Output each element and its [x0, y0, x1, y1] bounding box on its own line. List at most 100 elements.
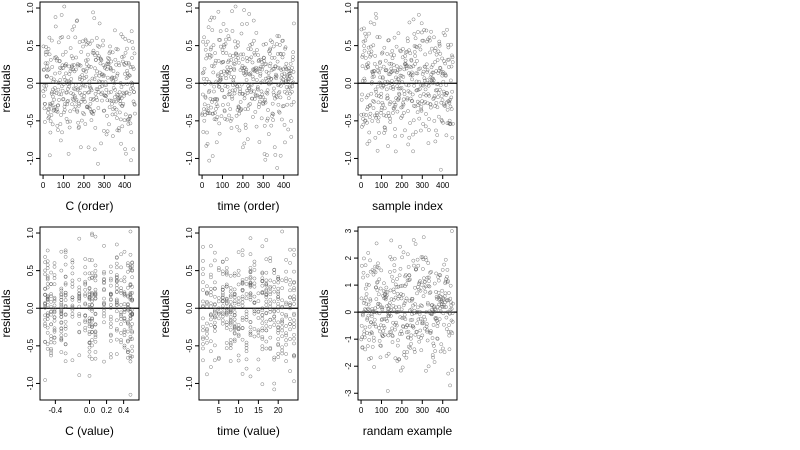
scatter-point: [284, 300, 288, 305]
scatter-point: [288, 306, 292, 311]
scatter-point: [441, 302, 446, 307]
scatter-point: [224, 306, 229, 311]
scatter-point: [415, 71, 420, 76]
scatter-point: [90, 231, 94, 236]
scatter-point: [87, 324, 92, 329]
scatter-point: [448, 97, 453, 102]
scatter-point: [363, 56, 368, 60]
scatter-point: [77, 277, 82, 282]
scatter-point: [280, 72, 284, 77]
scatter-point: [375, 280, 380, 284]
scatter-point: [394, 285, 399, 289]
x-tick-label: 0: [41, 181, 46, 190]
scatter-point: [419, 303, 423, 308]
scatter-point: [251, 77, 256, 82]
scatter-point: [204, 77, 209, 81]
scatter-point: [77, 292, 82, 296]
scatter-point: [366, 61, 371, 65]
scatter-point: [45, 297, 50, 302]
scatter-point: [360, 64, 365, 69]
scatter-point: [396, 338, 400, 343]
scatter-point: [263, 157, 268, 162]
scatter-point: [92, 16, 97, 21]
scatter-point: [83, 265, 88, 270]
scatter-point: [119, 291, 123, 295]
scatter-point: [77, 124, 81, 129]
scatter-point: [77, 322, 82, 326]
scatter-point: [444, 298, 449, 302]
scatter-point: [72, 63, 76, 67]
scatter-point: [80, 97, 85, 102]
scatter-point: [52, 307, 57, 312]
scatter-point: [208, 18, 213, 23]
scatter-point: [95, 98, 99, 102]
scatter-point: [93, 291, 98, 296]
scatter-point: [212, 117, 217, 122]
scatter-point: [43, 255, 47, 259]
scatter-point: [63, 281, 68, 286]
scatter-point: [272, 271, 277, 275]
scatter-point: [205, 130, 209, 135]
scatter-point: [234, 113, 239, 118]
scatter-point: [440, 69, 445, 74]
scatter-point: [276, 83, 281, 88]
scatter-point: [63, 298, 68, 302]
scatter-point: [224, 341, 229, 345]
scatter-point: [42, 83, 47, 88]
scatter-point: [128, 317, 133, 321]
scatter-point: [363, 31, 367, 36]
scatter-point: [130, 291, 134, 295]
scatter-point: [114, 290, 119, 294]
scatter-point: [41, 44, 46, 49]
scatter-point: [70, 258, 75, 263]
scatter-point: [114, 286, 119, 290]
scatter-point: [93, 311, 98, 316]
scatter-point: [220, 306, 225, 311]
scatter-point: [95, 51, 100, 55]
scatter-point: [102, 305, 106, 310]
scatter-point: [228, 53, 232, 58]
scatter-point: [371, 43, 376, 48]
scatter-point: [282, 123, 287, 127]
scatter-point: [256, 299, 261, 303]
scatter-point: [394, 320, 398, 325]
scatter-point: [106, 90, 111, 95]
scatter-point: [285, 102, 290, 107]
scatter-point: [88, 85, 92, 90]
scatter-point: [373, 285, 378, 290]
scatter-point: [220, 285, 225, 289]
scatter-point: [67, 125, 72, 130]
scatter-point: [98, 61, 103, 66]
scatter-point: [227, 92, 232, 96]
scatter-point: [403, 299, 408, 303]
scatter-point: [378, 302, 382, 307]
scatter-point: [93, 296, 98, 301]
scatter-point: [432, 344, 436, 348]
y-tick-label: 0.5: [26, 40, 35, 52]
scatter-point: [228, 338, 233, 342]
scatter-point: [288, 301, 292, 306]
scatter-point: [53, 71, 57, 76]
scatter-point: [45, 68, 50, 73]
scatter-point: [379, 91, 384, 96]
scatter-point: [230, 88, 235, 93]
scatter-point: [366, 313, 371, 318]
scatter-point: [420, 333, 425, 338]
scatter-point: [67, 64, 71, 69]
scatter-point: [74, 98, 79, 102]
scatter-point: [83, 122, 88, 126]
scatter-point: [260, 244, 265, 249]
scatter-point: [68, 69, 73, 73]
scatter-point: [377, 339, 382, 343]
scatter-point: [223, 117, 227, 121]
y-tick-label: 0.5: [185, 40, 194, 52]
scatter-point: [244, 315, 249, 320]
scatter-point: [289, 119, 293, 123]
scatter-point: [60, 84, 64, 89]
scatter-point: [427, 117, 431, 121]
scatter-point: [224, 51, 229, 55]
scatter-point: [87, 258, 92, 262]
scatter-point: [384, 114, 388, 118]
scatter-point: [230, 96, 235, 101]
scatter-point: [210, 28, 215, 32]
